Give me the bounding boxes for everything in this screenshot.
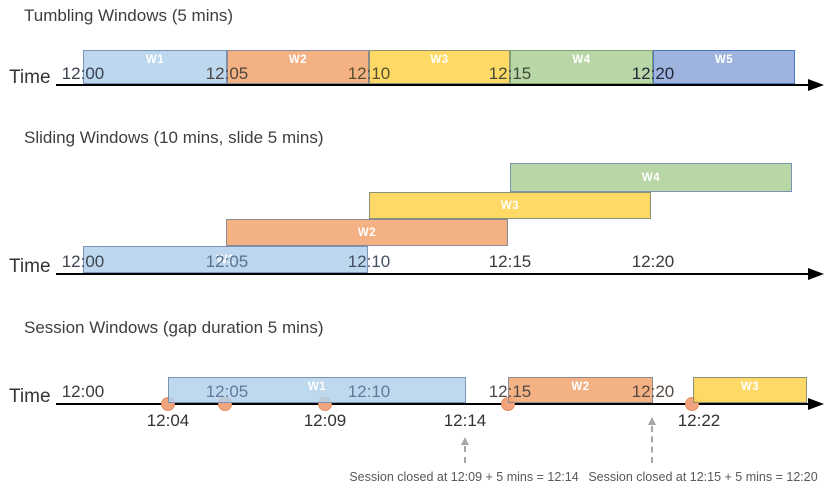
- timeline-title: Session Windows (gap duration 5 mins): [24, 318, 324, 337]
- window-bar-label: W2: [571, 381, 590, 393]
- session-close-annotation: Session closed at 12:15 + 5 mins = 12:20: [588, 470, 818, 484]
- window-bar-label: W1: [145, 54, 165, 66]
- window-bar-label: W5: [714, 54, 734, 66]
- tick-time-label: 12:10: [347, 252, 391, 271]
- window-bar: W3: [693, 377, 807, 403]
- session-close-annotation: Session closed at 12:09 + 5 mins = 12:14: [349, 470, 579, 484]
- window-bar: W3: [369, 50, 510, 84]
- tick-time-label: 12:15: [488, 382, 532, 401]
- tick-time-label: 12:15: [488, 252, 532, 271]
- time-axis-line: [56, 273, 808, 276]
- event-time-label: 12:22: [677, 411, 721, 430]
- tick-time-label: 12:15: [488, 64, 532, 83]
- tick-time-label: 12:05: [205, 382, 249, 401]
- window-bar-label: W3: [740, 381, 760, 393]
- window-bar-label: W2: [357, 226, 377, 239]
- time-axis-label: Time: [9, 256, 51, 277]
- window-bar: W3: [369, 192, 651, 219]
- window-bar: W4: [510, 50, 653, 84]
- event-time-label: 12:14: [443, 411, 487, 430]
- window-bar: W5: [653, 50, 795, 84]
- window-bar: W4: [510, 163, 792, 192]
- tick-time-label: 12:05: [205, 252, 249, 271]
- time-axis-label: Time: [9, 67, 51, 88]
- window-bar: W2: [227, 50, 369, 84]
- tick-time-label: 12:00: [61, 382, 105, 401]
- time-axis-arrowhead: [808, 268, 824, 281]
- timeline-title: Sliding Windows (10 mins, slide 5 mins): [24, 128, 324, 147]
- tick-time-label: 12:10: [347, 382, 391, 401]
- time-axis-label: Time: [9, 386, 51, 407]
- window-bar: W2: [508, 377, 653, 403]
- window-bar-label: W3: [500, 199, 520, 212]
- tick-time-label: 12:10: [347, 64, 391, 83]
- time-axis-line: [56, 84, 808, 87]
- time-axis-arrowhead: [808, 398, 824, 411]
- window-bar: W2: [226, 219, 508, 246]
- dashed-arrow-head-icon: [647, 417, 656, 425]
- event-time-label: 12:04: [146, 411, 190, 430]
- window-bar-label: W1: [216, 253, 235, 266]
- tick-time-label: 12:00: [61, 64, 105, 83]
- window-bar: W1: [168, 377, 466, 403]
- window-bar-label: W2: [288, 54, 308, 66]
- time-axis-arrowhead: [808, 79, 824, 92]
- dashed-arrow: [651, 426, 653, 463]
- tick-time-label: 12:05: [205, 64, 249, 83]
- window-bar-label: W4: [641, 171, 661, 184]
- tick-time-label: 12:20: [631, 252, 675, 271]
- dashed-arrow-head-icon: [460, 437, 469, 445]
- window-bar: W1: [83, 246, 368, 273]
- window-bar-label: W1: [307, 381, 327, 393]
- window-bar-label: W4: [572, 54, 591, 66]
- tick-time-label: 12:20: [631, 64, 675, 83]
- timeline-title: Tumbling Windows (5 mins): [24, 6, 234, 25]
- time-axis-line: [56, 403, 808, 406]
- tick-time-label: 12:20: [631, 382, 675, 401]
- window-bar-label: W3: [430, 54, 449, 66]
- dashed-arrow: [464, 446, 466, 463]
- event-time-label: 12:09: [303, 411, 347, 430]
- window-bar: W1: [83, 50, 227, 84]
- tick-time-label: 12:00: [61, 252, 105, 271]
